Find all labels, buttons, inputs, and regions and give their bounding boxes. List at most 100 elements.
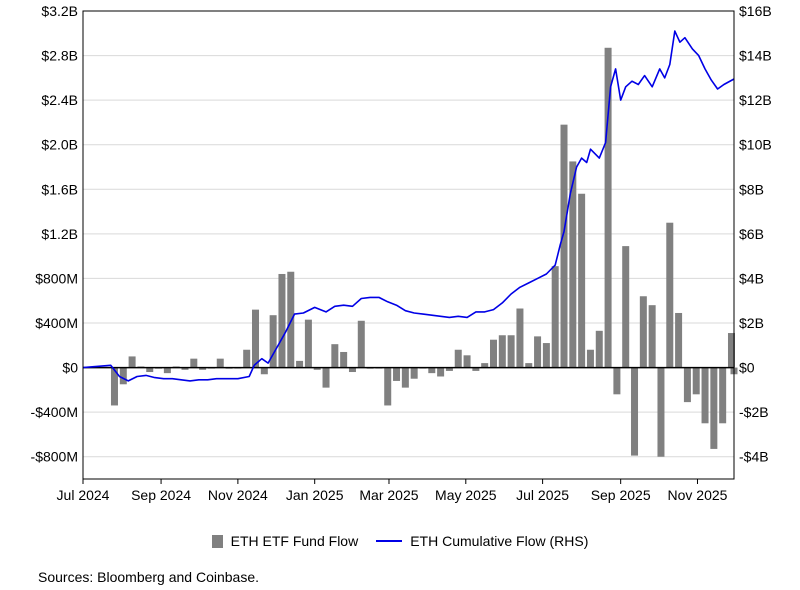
flow-bar (595, 330, 603, 368)
flow-bar (296, 360, 304, 368)
bar-series (110, 47, 738, 457)
flow-bar (683, 367, 691, 403)
flow-bar (340, 351, 348, 368)
flow-bar (578, 193, 586, 368)
flow-bar (357, 320, 365, 368)
x-tick-label: Jul 2025 (516, 487, 569, 503)
flow-bar (507, 335, 515, 368)
flow-bar (384, 367, 392, 406)
flow-bar (613, 367, 621, 395)
flow-bar (348, 367, 356, 373)
flow-bar (481, 363, 489, 368)
flow-bar (719, 367, 727, 424)
flow-bar (190, 358, 198, 368)
left-tick-label: $400M (35, 315, 78, 331)
left-tick-label: $3.2B (41, 3, 78, 19)
flow-bar (560, 124, 568, 368)
x-tick-label: May 2025 (435, 487, 497, 503)
left-tick-label: $1.6B (41, 181, 78, 197)
flow-bar (569, 161, 577, 368)
x-tick-label: Sep 2025 (591, 487, 651, 503)
flow-bar (692, 367, 700, 395)
right-tick-label: $14B (739, 48, 772, 64)
legend-label-fund-flow: ETH ETF Fund Flow (230, 533, 359, 549)
flow-bar (604, 47, 612, 368)
flow-bar (727, 333, 735, 368)
flow-bar (304, 319, 312, 368)
flow-bar (128, 356, 136, 368)
left-tick-label: -$400M (31, 404, 78, 420)
flow-bar (622, 246, 630, 368)
source-note: Sources: Bloomberg and Coinbase. (38, 569, 260, 585)
flow-bar (410, 367, 418, 379)
chart: $3.2B $2.8B $2.4B $2.0B $1.6B $1.2B $800M $400M… (31, 3, 772, 503)
plot-frame (82, 10, 735, 480)
right-tick-label: -$2B (739, 404, 769, 420)
left-tick-label: -$800M (31, 449, 78, 465)
flow-bar (586, 349, 594, 368)
x-tick-label: Mar 2025 (359, 487, 418, 503)
flow-bar (498, 335, 506, 368)
left-axis-ticks: $3.2B $2.8B $2.4B $2.0B $1.6B $1.2B $800M $400M… (31, 3, 79, 465)
flow-bar (657, 367, 665, 457)
flow-bar (269, 315, 277, 368)
legend-line-swatch (376, 540, 403, 542)
left-tick-label: $2.8B (41, 48, 78, 64)
cumulative-line (82, 30, 735, 382)
flow-bar (648, 305, 656, 368)
flow-bar (393, 367, 401, 381)
flow-bar (666, 222, 674, 368)
legend-bar-swatch (211, 534, 223, 548)
left-tick-label: $2.4B (41, 92, 78, 108)
x-tick-label: Nov 2025 (668, 487, 728, 503)
flow-bar (445, 367, 453, 371)
left-tick-label: $1.2B (41, 226, 78, 242)
right-tick-label: $6B (739, 226, 764, 242)
flow-bar (401, 367, 409, 388)
flow-bar (331, 344, 339, 368)
flow-bar (119, 367, 127, 385)
flow-bar (525, 363, 533, 368)
flow-bar (163, 367, 171, 374)
flow-bar (516, 308, 524, 368)
right-tick-label: $2B (739, 315, 764, 331)
legend-item-cumulative: ETH Cumulative Flow (RHS) (376, 533, 588, 549)
x-tick-label: Sep 2024 (131, 487, 191, 503)
flow-bar (701, 367, 709, 424)
left-tick-label: $2.0B (41, 137, 78, 153)
right-tick-label: $8B (739, 181, 764, 197)
right-tick-label: $12B (739, 92, 772, 108)
right-tick-label: $0 (739, 360, 755, 376)
x-tick-label: Jan 2025 (286, 487, 344, 503)
left-tick-label: $0 (62, 360, 78, 376)
flow-bar (631, 367, 639, 456)
flow-bar (489, 339, 497, 368)
flow-bar (542, 343, 550, 368)
flow-bar (278, 273, 286, 368)
flow-bar (322, 367, 330, 388)
right-tick-label: $16B (739, 3, 772, 19)
flow-bar (243, 349, 251, 368)
left-tick-label: $800M (35, 270, 78, 286)
right-axis-ticks: $16B $14B $12B $10B $8B $6B $4B $2B $0 -$2B -$4B (739, 3, 772, 465)
right-tick-label: $4B (739, 270, 764, 286)
flow-bar (110, 367, 118, 406)
legend: ETH ETF Fund Flow ETH Cumulative Flow (R… (0, 533, 800, 549)
flow-bar (428, 367, 436, 374)
legend-item-fund-flow: ETH ETF Fund Flow (211, 533, 359, 549)
flow-bar (534, 336, 542, 368)
right-tick-label: -$4B (739, 449, 769, 465)
flow-bar (551, 266, 559, 368)
flow-bar (313, 367, 321, 370)
flow-bar (710, 367, 718, 449)
flow-bar (454, 349, 462, 368)
flow-bar (437, 367, 445, 377)
flow-bar (199, 367, 207, 370)
flow-bar (181, 367, 189, 370)
flow-bar (675, 312, 683, 368)
flow-bar (463, 355, 471, 368)
right-tick-label: $10B (739, 137, 772, 153)
x-tick-label: Jul 2024 (57, 487, 110, 503)
flow-bar (287, 271, 295, 368)
flow-bar (252, 309, 260, 368)
